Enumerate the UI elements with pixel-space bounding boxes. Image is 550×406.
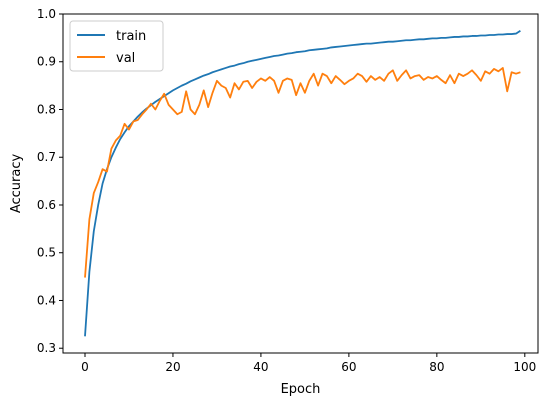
x-tick-label: 40 [253, 360, 268, 374]
legend-label-val: val [116, 51, 135, 66]
y-tick-label: 0.8 [37, 102, 56, 116]
legend: train val [69, 20, 164, 72]
x-tick-label: 0 [81, 360, 89, 374]
x-axis-label: Epoch [281, 382, 321, 397]
ticks: 0 20 40 60 80 100 0.3 0.4 0.5 0.6 0.7 0.8 0.9 1.0 [37, 7, 536, 374]
legend-box [69, 20, 164, 72]
series-line-val [84, 67, 521, 278]
axes-frame [62, 13, 539, 354]
y-tick-label: 0.4 [37, 293, 56, 307]
series-line-train [84, 29, 521, 337]
y-tick-label: 1.0 [37, 7, 56, 21]
x-tick-label: 20 [165, 360, 180, 374]
legend-label-train: train [116, 29, 146, 44]
y-tick-label: 0.9 [37, 55, 56, 69]
y-tick-label: 0.7 [37, 150, 56, 164]
y-axis-label: Accuracy [9, 154, 24, 214]
x-tick-label: 60 [341, 360, 356, 374]
y-tick-label: 0.6 [37, 198, 56, 212]
y-tick-label: 0.3 [37, 341, 56, 355]
y-tick-label: 0.5 [37, 246, 56, 260]
plot-lines [84, 29, 521, 337]
x-tick-label: 80 [429, 360, 444, 374]
x-tick-label: 100 [513, 360, 536, 374]
